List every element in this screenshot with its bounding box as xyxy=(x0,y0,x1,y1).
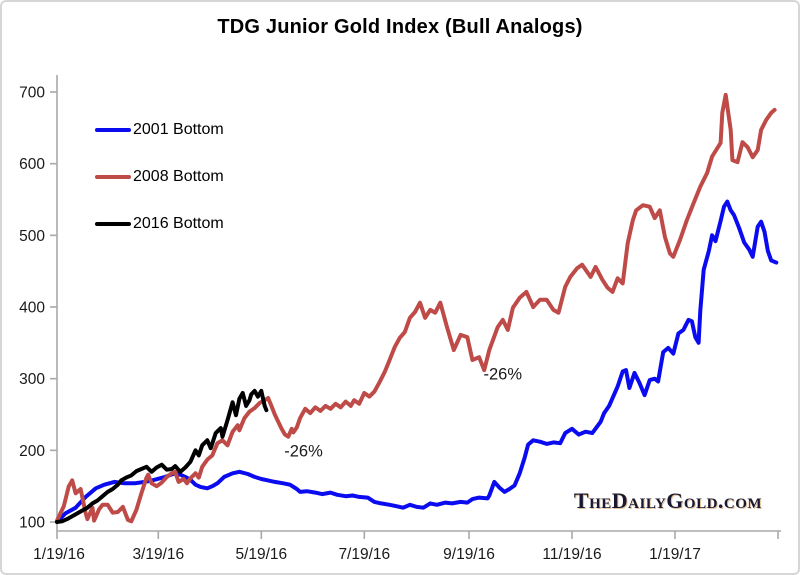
y-tick-label: 500 xyxy=(19,228,45,245)
legend-swatch-2008 xyxy=(95,174,131,179)
x-tick-label: 11/19/16 xyxy=(542,546,601,563)
legend-label-2016: 2016 Bottom xyxy=(133,214,224,232)
chart-title: TDG Junior Gold Index (Bull Analogs) xyxy=(217,16,583,38)
annotation-minus-26pct-2008-dip: -26% xyxy=(483,365,523,384)
y-tick-label: 300 xyxy=(19,371,45,388)
legend-swatch-2001 xyxy=(95,127,131,132)
legend-label-2001: 2001 Bottom xyxy=(133,120,224,138)
x-tick-label: 1/19/17 xyxy=(649,546,701,563)
legend-swatch-2016 xyxy=(95,221,131,226)
y-tick-label: 100 xyxy=(19,515,45,532)
y-tick-label: 200 xyxy=(19,443,45,460)
annotation-minus-26pct-2016-dip: -26% xyxy=(284,442,323,461)
legend: 2001 Bottom 2008 Bottom 2016 Bottom xyxy=(95,106,224,247)
series-line-2016-bottom xyxy=(55,388,269,524)
x-tick-label: 1/19/16 xyxy=(33,546,85,563)
x-tick-label: 5/19/16 xyxy=(235,546,287,563)
y-tick-label: 700 xyxy=(19,85,45,102)
legend-label-2008: 2008 Bottom xyxy=(133,167,224,185)
y-tick-label: 600 xyxy=(19,156,45,173)
watermark-thedailygold: TheDailyGold.com xyxy=(573,488,763,513)
x-tick-label: 3/19/16 xyxy=(132,546,184,563)
x-tick-label: 7/19/16 xyxy=(338,546,390,563)
x-tick-label: 9/19/16 xyxy=(443,546,495,563)
y-tick-label: 400 xyxy=(19,300,45,317)
legend-item-2001-bottom: 2001 Bottom xyxy=(95,106,224,153)
legend-item-2016-bottom: 2016 Bottom xyxy=(95,200,224,247)
legend-item-2008-bottom: 2008 Bottom xyxy=(95,153,224,200)
series-line-2001-bottom xyxy=(55,199,779,524)
series-line-2008-bottom xyxy=(55,92,777,524)
